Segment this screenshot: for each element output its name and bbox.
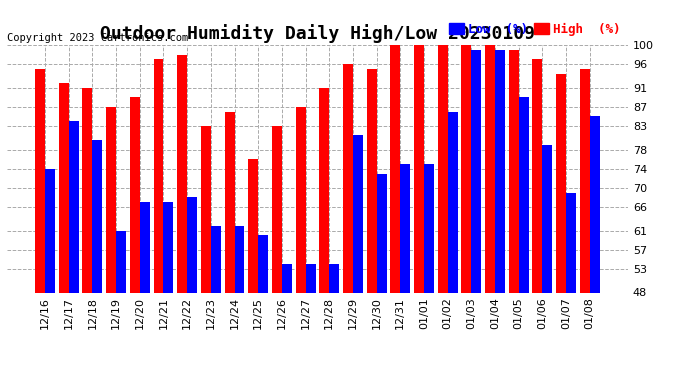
- Bar: [187, 197, 197, 292]
- Bar: [556, 74, 566, 292]
- Bar: [533, 59, 542, 292]
- Bar: [509, 50, 519, 292]
- Bar: [343, 64, 353, 292]
- Bar: [295, 107, 306, 292]
- Bar: [414, 45, 424, 292]
- Bar: [116, 231, 126, 292]
- Bar: [272, 126, 282, 292]
- Bar: [248, 159, 258, 292]
- Bar: [377, 174, 386, 292]
- Bar: [224, 112, 235, 292]
- Bar: [45, 169, 55, 292]
- Bar: [590, 116, 600, 292]
- Bar: [424, 164, 434, 292]
- Bar: [69, 121, 79, 292]
- Bar: [462, 45, 471, 292]
- Bar: [580, 69, 590, 292]
- Bar: [211, 226, 221, 292]
- Bar: [400, 164, 411, 292]
- Bar: [391, 45, 400, 292]
- Bar: [140, 202, 150, 292]
- Bar: [130, 98, 140, 292]
- Bar: [448, 112, 457, 292]
- Bar: [366, 69, 377, 292]
- Bar: [177, 54, 187, 292]
- Bar: [542, 145, 552, 292]
- Bar: [306, 264, 315, 292]
- Bar: [83, 88, 92, 292]
- Bar: [566, 192, 576, 292]
- Bar: [201, 126, 211, 292]
- Bar: [319, 88, 329, 292]
- Bar: [437, 45, 448, 292]
- Bar: [59, 83, 69, 292]
- Bar: [258, 236, 268, 292]
- Title: Outdoor Humidity Daily High/Low 20230109: Outdoor Humidity Daily High/Low 20230109: [100, 24, 535, 44]
- Bar: [485, 45, 495, 292]
- Bar: [154, 59, 164, 292]
- Bar: [519, 98, 529, 292]
- Legend: Low  (%), High  (%): Low (%), High (%): [448, 21, 622, 37]
- Bar: [353, 135, 363, 292]
- Bar: [164, 202, 173, 292]
- Bar: [329, 264, 339, 292]
- Bar: [106, 107, 116, 292]
- Bar: [282, 264, 292, 292]
- Text: Copyright 2023 Cartronics.com: Copyright 2023 Cartronics.com: [7, 33, 188, 42]
- Bar: [495, 50, 505, 292]
- Bar: [471, 50, 481, 292]
- Bar: [35, 69, 45, 292]
- Bar: [92, 140, 102, 292]
- Bar: [235, 226, 244, 292]
